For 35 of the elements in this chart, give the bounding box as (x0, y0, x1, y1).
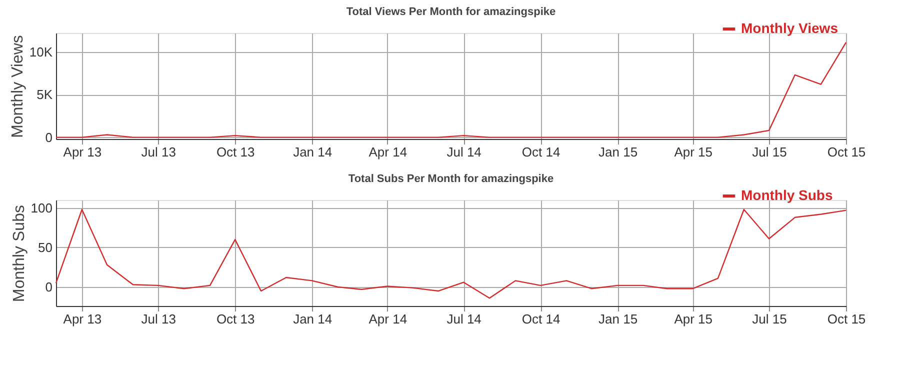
y-axis-title: Monthly Subs (10, 205, 28, 302)
x-tick-label: Jul 13 (141, 144, 176, 160)
x-tick-label: Apr 15 (674, 312, 713, 326)
x-tick-label: Oct 14 (522, 144, 560, 160)
line-series (55, 208, 847, 299)
y-axis-title: Monthly Views (9, 35, 26, 138)
y-tick-label: 5K (36, 87, 53, 102)
x-tick-label: Jul 13 (141, 312, 176, 326)
x-tick-label: Jul 15 (752, 312, 787, 326)
x-tick-label: Jan 14 (293, 144, 332, 160)
x-tick-label: Oct 14 (522, 312, 560, 326)
x-tick-label: Jan 15 (598, 312, 638, 326)
chart-title: Total Subs Per Month for amazingspike (348, 173, 554, 185)
x-tick-label: Oct 15 (827, 312, 866, 326)
x-tick-label: Jul 15 (752, 144, 787, 160)
x-tick-label: Jan 14 (293, 312, 332, 326)
x-tick-label: Jul 14 (446, 312, 482, 326)
x-tick-label: Oct 15 (827, 144, 866, 160)
x-tick-label: Oct 13 (216, 312, 255, 326)
legend-label: Monthly Views (741, 20, 838, 36)
y-tick-label: 0 (45, 280, 52, 295)
y-tick-label: 50 (38, 240, 52, 255)
x-tick-label: Apr 14 (368, 312, 408, 326)
y-tick-label: 100 (30, 200, 52, 216)
x-tick-label: Apr 14 (368, 144, 408, 160)
x-tick-label: Oct 13 (216, 144, 255, 160)
legend-label: Monthly Subs (741, 187, 833, 203)
y-tick-label: 0 (45, 130, 52, 145)
x-tick-label: Jul 14 (446, 144, 482, 160)
x-tick-label: Apr 13 (63, 312, 102, 326)
x-tick-label: Apr 13 (63, 144, 102, 160)
y-tick-label: 10K (29, 44, 53, 60)
x-tick-label: Apr 15 (674, 144, 713, 160)
x-tick-label: Jan 15 (598, 144, 638, 160)
chart-title: Total Views Per Month for amazingspike (346, 6, 556, 18)
